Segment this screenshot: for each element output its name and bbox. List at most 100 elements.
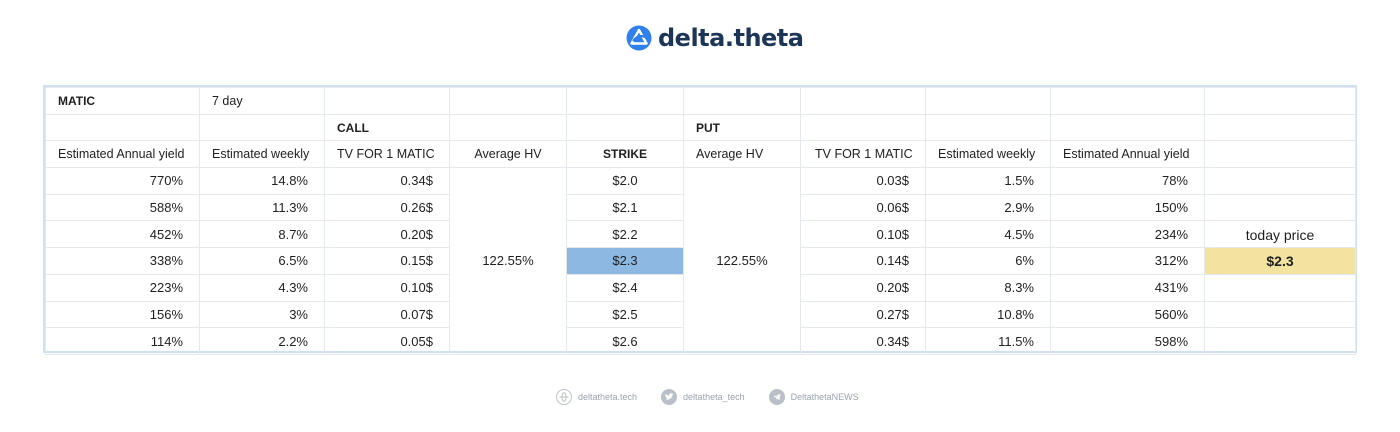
- table-row: 452% 8.7% 0.20$ $2.2 0.10$ 4.5% 234% today pric…: [45, 220, 1356, 249]
- call-tv-cell: 0.07$: [324, 300, 450, 329]
- call-annual-cell: 223%: [45, 273, 200, 302]
- header-put-hv: Average HV: [683, 140, 801, 169]
- call-weekly-cell: 4.3%: [199, 273, 325, 302]
- table-row: 156% 3% 0.07$ $2.5 0.27$ 10.8% 560%: [45, 300, 1356, 329]
- table-cell: [45, 113, 200, 142]
- footer-links: deltatheta.tech deltatheta_tech Deltathe…: [556, 389, 859, 405]
- put-weekly-cell: 6%: [925, 247, 1051, 275]
- call-annual-cell: 156%: [45, 300, 200, 329]
- call-annual-cell: 770%: [45, 167, 200, 195]
- put-tv-cell: 0.03$: [800, 167, 926, 195]
- brand-logo: delta.theta: [626, 24, 804, 52]
- strike-cell: $2.5: [566, 300, 684, 329]
- put-tv-cell: 0.27$: [800, 300, 926, 329]
- table-row: MATIC 7 day: [45, 87, 1356, 115]
- call-weekly-cell: 3%: [199, 300, 325, 329]
- table-row: 770% 14.8% 0.34$ 122.55% $2.0 122.55% 0.03$ 1.5…: [45, 167, 1356, 355]
- call-tv-cell: 0.10$: [324, 273, 450, 302]
- put-tv-cell: 0.10$: [800, 220, 926, 249]
- today-price-value: $2.3: [1204, 247, 1356, 275]
- header-put-tv: TV FOR 1 MATIC: [800, 140, 926, 169]
- period-cell: 7 day: [199, 87, 325, 115]
- put-annual-cell: 431%: [1050, 273, 1205, 302]
- put-weekly-cell: 11.5%: [925, 327, 1051, 355]
- table-cell: [1204, 113, 1356, 142]
- footer-twitter-label: deltatheta_tech: [683, 392, 745, 402]
- table-row: 588% 11.3% 0.26$ $2.1 0.06$ 2.9% 150%: [45, 193, 1356, 222]
- twitter-icon: [661, 389, 678, 405]
- put-weekly-cell: 1.5%: [925, 167, 1051, 195]
- call-weekly-cell: 6.5%: [199, 247, 325, 275]
- call-weekly-cell: 11.3%: [199, 193, 325, 222]
- call-weekly-cell: 8.7%: [199, 220, 325, 249]
- table-cell: [1050, 113, 1205, 142]
- put-label: PUT: [683, 113, 801, 142]
- footer-website[interactable]: deltatheta.tech: [556, 389, 637, 405]
- call-tv-cell: 0.20$: [324, 220, 450, 249]
- table-cell: [800, 87, 926, 115]
- options-grid: MATIC 7 day CALL PUT: [45, 87, 1356, 355]
- header-put-weekly: Estimated weekly: [925, 140, 1051, 169]
- call-annual-cell: 452%: [45, 220, 200, 249]
- header-call-annual: Estimated Annual yield: [45, 140, 200, 169]
- table-cell: [1204, 87, 1356, 115]
- call-label: CALL: [324, 113, 450, 142]
- call-tv-cell: 0.34$: [324, 167, 450, 195]
- put-tv-cell: 0.34$: [800, 327, 926, 355]
- table-cell: [449, 87, 567, 115]
- header-row: Estimated Annual yield Estimated weekly …: [45, 140, 1356, 169]
- table-cell: [324, 87, 450, 115]
- put-annual-cell: 560%: [1050, 300, 1205, 329]
- call-weekly-cell: 2.2%: [199, 327, 325, 355]
- table-row: 223% 4.3% 0.10$ $2.4 0.20$ 8.3% 431%: [45, 273, 1356, 302]
- table-row: 338% 6.5% 0.15$ $2.3 0.14$ 6% 312% $2.3: [45, 247, 1356, 275]
- telegram-icon: [768, 389, 785, 405]
- options-table: MATIC 7 day CALL PUT: [43, 85, 1357, 355]
- call-annual-cell: 114%: [45, 327, 200, 355]
- asset-cell: MATIC: [45, 87, 200, 115]
- brand-name: delta.theta: [658, 24, 804, 52]
- table-cell: [566, 113, 684, 142]
- strike-cell: $2.6: [566, 327, 684, 355]
- put-annual-cell: 150%: [1050, 193, 1205, 222]
- put-weekly-cell: 4.5%: [925, 220, 1051, 249]
- table-cell: [199, 113, 325, 142]
- put-annual-cell: 234%: [1050, 220, 1205, 249]
- table-row: CALL PUT: [45, 113, 1356, 142]
- table-cell: [1204, 193, 1356, 222]
- table-cell: [1204, 167, 1356, 195]
- strike-cell: $2.0: [566, 167, 684, 195]
- strike-cell: $2.2: [566, 220, 684, 249]
- put-hv-cell: 122.55%: [683, 167, 801, 355]
- call-annual-cell: 588%: [45, 193, 200, 222]
- table-cell: [1050, 87, 1205, 115]
- footer-telegram[interactable]: DeltathetaNEWS: [768, 389, 859, 405]
- put-tv-cell: 0.06$: [800, 193, 926, 222]
- call-tv-cell: 0.05$: [324, 327, 450, 355]
- table-cell: [1204, 273, 1356, 302]
- header-call-hv: Average HV: [449, 140, 567, 169]
- table-cell: [800, 113, 926, 142]
- table-cell: [925, 113, 1051, 142]
- call-tv-cell: 0.15$: [324, 247, 450, 275]
- put-tv-cell: 0.14$: [800, 247, 926, 275]
- put-annual-cell: 78%: [1050, 167, 1205, 195]
- table-row: 114% 2.2% 0.05$ $2.6 0.34$ 11.5% 598%: [45, 327, 1356, 355]
- table-cell: [566, 87, 684, 115]
- put-annual-cell: 312%: [1050, 247, 1205, 275]
- footer-twitter[interactable]: deltatheta_tech: [661, 389, 745, 405]
- header-put-annual: Estimated Annual yield: [1050, 140, 1205, 169]
- header-call-weekly: Estimated weekly: [199, 140, 325, 169]
- put-weekly-cell: 8.3%: [925, 273, 1051, 302]
- put-annual-cell: 598%: [1050, 327, 1205, 355]
- table-cell: [449, 113, 567, 142]
- table-cell: [1204, 140, 1356, 169]
- table-cell: [1204, 300, 1356, 329]
- footer-telegram-label: DeltathetaNEWS: [790, 392, 859, 402]
- header-strike: STRIKE: [566, 140, 684, 169]
- footer-website-label: deltatheta.tech: [578, 392, 638, 402]
- strike-cell: $2.4: [566, 273, 684, 302]
- header-call-tv: TV FOR 1 MATIC: [324, 140, 450, 169]
- table-cell: [925, 87, 1051, 115]
- put-weekly-cell: 10.8%: [925, 300, 1051, 329]
